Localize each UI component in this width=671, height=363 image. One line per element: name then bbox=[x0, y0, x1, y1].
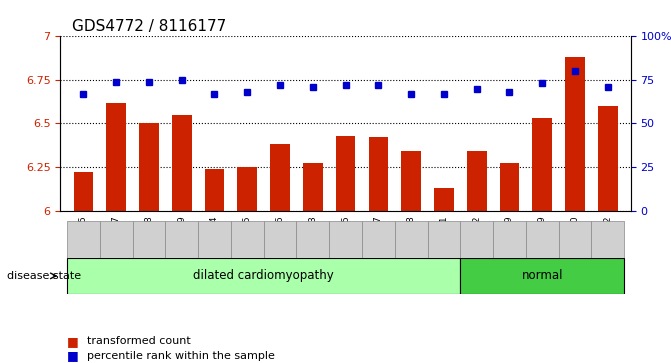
FancyBboxPatch shape bbox=[427, 221, 460, 258]
Bar bbox=[565, 57, 585, 211]
Bar bbox=[532, 118, 552, 211]
FancyBboxPatch shape bbox=[67, 221, 100, 258]
Text: percentile rank within the sample: percentile rank within the sample bbox=[87, 351, 275, 361]
FancyBboxPatch shape bbox=[198, 221, 231, 258]
Bar bbox=[401, 151, 421, 211]
FancyBboxPatch shape bbox=[591, 221, 624, 258]
Text: ■: ■ bbox=[67, 349, 79, 362]
Bar bbox=[434, 188, 454, 211]
FancyBboxPatch shape bbox=[460, 258, 624, 294]
Bar bbox=[106, 102, 126, 211]
Bar bbox=[467, 151, 486, 211]
FancyBboxPatch shape bbox=[559, 221, 591, 258]
Bar bbox=[368, 137, 389, 211]
Bar bbox=[74, 172, 93, 211]
FancyBboxPatch shape bbox=[493, 221, 526, 258]
Text: normal: normal bbox=[521, 269, 563, 282]
Bar bbox=[172, 115, 191, 211]
Text: dilated cardiomyopathy: dilated cardiomyopathy bbox=[193, 269, 334, 282]
FancyBboxPatch shape bbox=[132, 221, 165, 258]
FancyBboxPatch shape bbox=[165, 221, 198, 258]
Text: transformed count: transformed count bbox=[87, 336, 191, 346]
Text: disease state: disease state bbox=[7, 271, 81, 281]
Bar bbox=[205, 169, 224, 211]
FancyBboxPatch shape bbox=[395, 221, 427, 258]
FancyBboxPatch shape bbox=[362, 221, 395, 258]
Bar bbox=[336, 136, 356, 211]
Bar bbox=[303, 163, 323, 211]
Bar bbox=[270, 144, 290, 211]
Text: ■: ■ bbox=[67, 335, 79, 348]
Bar bbox=[238, 167, 257, 211]
FancyBboxPatch shape bbox=[264, 221, 297, 258]
Bar bbox=[500, 163, 519, 211]
FancyBboxPatch shape bbox=[329, 221, 362, 258]
FancyBboxPatch shape bbox=[297, 221, 329, 258]
Bar bbox=[139, 123, 159, 211]
Text: GDS4772 / 8116177: GDS4772 / 8116177 bbox=[72, 19, 226, 34]
FancyBboxPatch shape bbox=[526, 221, 559, 258]
FancyBboxPatch shape bbox=[460, 221, 493, 258]
FancyBboxPatch shape bbox=[231, 221, 264, 258]
FancyBboxPatch shape bbox=[100, 221, 132, 258]
FancyBboxPatch shape bbox=[67, 258, 460, 294]
Bar bbox=[598, 106, 617, 211]
